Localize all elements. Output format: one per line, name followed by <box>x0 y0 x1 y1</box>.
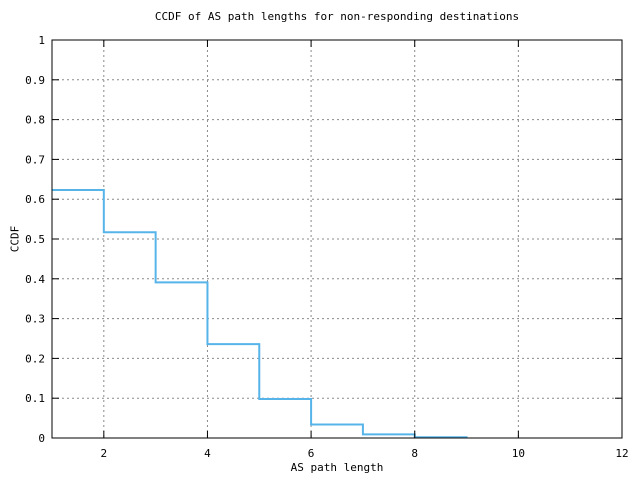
y-tick-label: 0.8 <box>25 114 45 127</box>
axis-ticks <box>52 39 623 439</box>
ccdf-step-line <box>52 189 468 439</box>
x-tick-label: 10 <box>512 447 525 460</box>
x-tick-label: 6 <box>308 447 315 460</box>
y-tick-label: 0.2 <box>25 352 45 365</box>
x-tick-label: 8 <box>411 447 418 460</box>
y-tick-label: 0.3 <box>25 313 45 326</box>
y-tick-label: 0.1 <box>25 392 45 405</box>
x-tick-label: 12 <box>615 447 628 460</box>
y-tick-label: 0.4 <box>25 273 45 286</box>
y-tick-label: 0.7 <box>25 153 45 166</box>
y-tick-label: 0.6 <box>25 193 45 206</box>
grid-lines <box>52 40 622 438</box>
y-tick-label: 0.5 <box>25 233 45 246</box>
y-tick-label: 1 <box>38 34 45 47</box>
y-tick-labels: 0 0.1 0.2 0.3 0.4 0.5 0.6 0.7 0.8 0.9 1 <box>25 34 45 445</box>
x-tick-label: 4 <box>204 447 211 460</box>
x-tick-labels: 2 4 6 8 10 12 <box>101 447 629 460</box>
y-tick-label: 0.9 <box>25 74 45 87</box>
x-axis-label: AS path length <box>290 461 384 474</box>
y-tick-label: 0 <box>38 432 45 445</box>
chart-title: CCDF of AS path lengths for non-respondi… <box>154 10 520 23</box>
x-tick-label: 2 <box>101 447 108 460</box>
